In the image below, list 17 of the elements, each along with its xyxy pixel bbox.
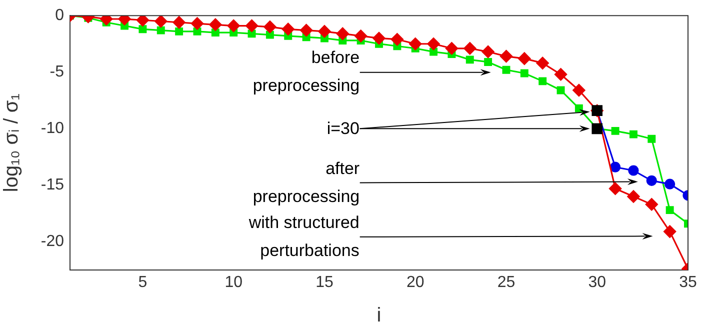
x-axis-title: i: [376, 304, 382, 327]
y-tick-label: -20: [40, 233, 64, 250]
y-tick-label: 0: [55, 7, 64, 24]
y-tick-label: -5: [50, 64, 64, 81]
x-tick-label: 10: [224, 274, 243, 292]
annotation: with structured perturbations: [248, 212, 360, 262]
x-tick-label: 30: [588, 274, 606, 292]
x-tick-label: 15: [316, 274, 334, 292]
x-tick-label: 35: [679, 274, 697, 292]
y-axis-title: log₁₀ σᵢ / σ₁: [0, 93, 23, 192]
y-tick-label: -15: [40, 176, 64, 194]
x-tick-label: 5: [138, 274, 148, 292]
x-tick-label: 25: [497, 274, 516, 292]
x-tick-label: 20: [406, 274, 424, 292]
annotation: i=30: [326, 118, 360, 140]
y-tick-label: -10: [40, 120, 64, 138]
annotation: before preprocessing: [252, 47, 360, 98]
